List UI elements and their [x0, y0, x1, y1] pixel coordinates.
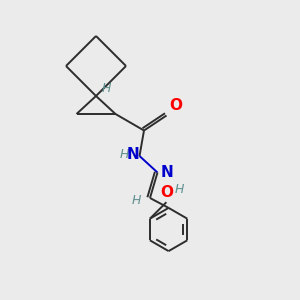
Text: H: H	[174, 183, 184, 196]
Text: H: H	[132, 194, 141, 208]
Text: H: H	[119, 148, 129, 161]
Text: O: O	[160, 185, 173, 200]
Text: N: N	[127, 147, 139, 162]
Text: O: O	[169, 98, 182, 113]
Text: N: N	[160, 165, 173, 180]
Text: H: H	[101, 82, 111, 94]
